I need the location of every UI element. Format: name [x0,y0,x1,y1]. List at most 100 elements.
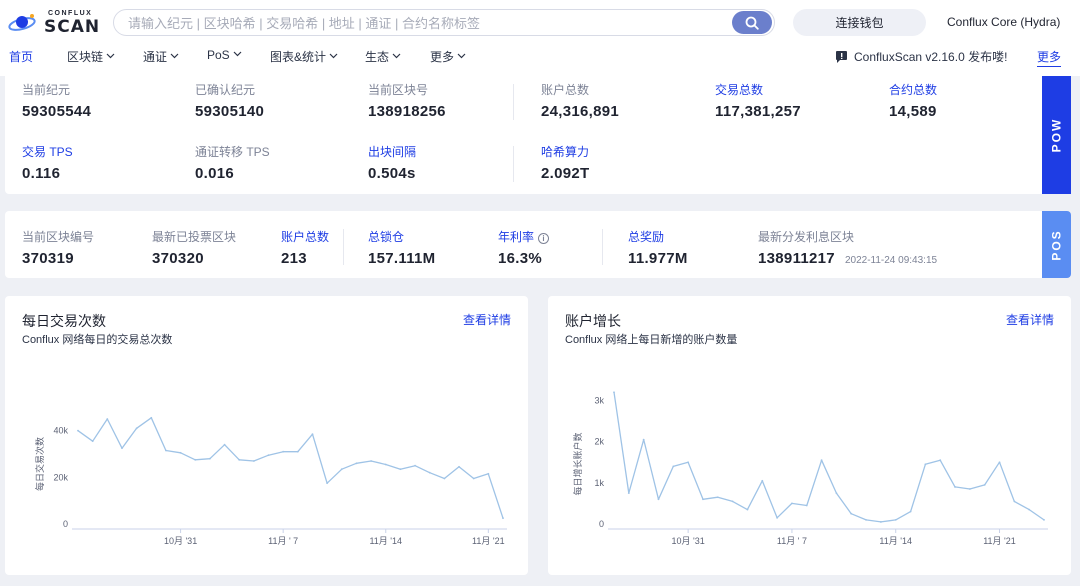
release-notice[interactable]: ConfluxScan v2.16.0 发布喽! [835,48,1007,65]
stat-token-transfer-tps: 通证转移 TPS 0.016 [195,143,270,182]
connect-wallet-button[interactable]: 连接钱包 [793,9,926,36]
divider [343,229,344,265]
logo[interactable]: CONFLUX SCAN [8,8,100,37]
series-line [613,392,1045,523]
logo-text-top: CONFLUX [48,10,93,17]
y-tick-label: 40k [53,426,68,436]
x-tick-label: 10月 '31 [672,536,705,546]
data-point [791,502,793,505]
stat-label[interactable]: 年利率 i [498,228,550,245]
stat-transaction-total[interactable]: 交易总数 117,381,257 [715,81,801,120]
stat-account-total: 账户总数 24,316,891 [541,81,619,120]
nav-item-label: 更多 [430,50,455,64]
nav-item-tokens[interactable]: 通证 [143,48,179,65]
pos-stats-card: 当前区块编号 370319 最新已投票区块 370320 账户总数 213 总锁… [5,211,1071,278]
stat-label: 账户总数 [541,83,590,97]
network-selector[interactable]: Conflux Core (Hydra) [947,15,1061,29]
pos-tab[interactable]: POS [1042,211,1071,278]
data-point [805,504,808,507]
y-tick-label: 2k [594,437,604,447]
stat-block-interval[interactable]: 出块间隔 0.504s [368,143,416,182]
data-point [311,433,314,436]
data-point [672,465,675,468]
account-growth-chart: 0 1k 2k 3k 10月 '31 11月 ' 7 11月 '14 11月 '21 每日增长账… [572,391,1048,546]
data-point [355,462,358,465]
stat-label[interactable]: 交易总数 [715,83,764,97]
data-point [428,471,431,474]
stat-value: 370320 [152,250,204,267]
data-point [998,461,1001,464]
stat-confirmed-epoch: 已确认纪元 59305140 [195,81,264,120]
data-point [165,449,167,452]
stat-pos-total-locked[interactable]: 总锁仓 157.111M [368,228,435,267]
stat-label[interactable]: 出块间隔 [368,145,417,159]
y-tick-label: 3k [594,395,604,405]
data-point [77,429,79,432]
y-tick-label: 0 [63,519,68,529]
stat-pos-total-reward[interactable]: 总奖励 11.977M [628,228,688,267]
stat-value: 213 [281,250,307,267]
stat-label[interactable]: 哈希算力 [541,145,590,159]
logo-icon [8,14,36,31]
pow-tab[interactable]: POW [1042,76,1071,194]
stat-contract-total[interactable]: 合约总数 14,589 [889,81,937,120]
nav-item-more[interactable]: 更多 [430,48,466,65]
stat-tps[interactable]: 交易 TPS 0.116 [22,143,73,182]
stat-pos-apy[interactable]: 年利率 i 16.3% [498,228,550,267]
stat-label: 最新分发利息区块 [758,230,855,244]
stat-pos-account-total[interactable]: 账户总数 213 [281,228,329,267]
nav-item-charts[interactable]: 图表&统计 [270,48,338,65]
nav-item-label: 生态 [365,50,390,64]
search-button[interactable] [732,11,772,34]
data-point [340,468,343,471]
nav-item-home[interactable]: 首页 [9,48,33,65]
divider [513,146,514,182]
info-icon[interactable]: i [538,233,550,244]
stat-label[interactable]: 交易 TPS [22,145,73,159]
daily-transactions-chart: 0 20k 40k 10月 '31 11月 ' 7 11月 '14 11月 '21 每日交易次… [34,416,507,546]
nav-item-blockchain[interactable]: 区块链 [67,48,115,65]
announcement-icon [836,51,847,63]
data-point [761,479,764,482]
x-tick-label: 11月 ' 7 [268,536,298,546]
stat-label: 已确认纪元 [195,83,256,97]
pow-tab-label: POW [1049,117,1064,153]
x-tick-label: 11月 '14 [879,536,912,546]
nav-item-label: 图表&统计 [270,50,327,64]
view-details-link[interactable]: 查看详情 [1005,313,1054,327]
nav-item-label: 区块链 [67,50,104,64]
data-point [296,450,299,453]
nav-item-ecosystem[interactable]: 生态 [365,48,401,65]
x-tick-label: 10月 '31 [164,536,197,546]
stat-hashrate[interactable]: 哈希算力 2.092T [541,143,590,182]
divider [602,229,603,265]
data-point [414,464,416,467]
release-notice-text: ConfluxScan v2.16.0 发布喽! [854,50,1008,64]
data-point [194,458,197,461]
data-point [850,512,853,515]
stat-current-block: 当前区块号 138918256 [368,81,446,120]
view-details-link[interactable]: 查看详情 [462,313,511,327]
divider [513,84,514,120]
daily-transactions-panel: 0 20k 40k 10月 '31 11月 ' 7 11月 '14 11月 '21 每日交易次… [5,296,528,575]
stat-label[interactable]: 账户总数 [281,230,330,244]
data-point [909,510,912,513]
chevron-down-icon [170,53,179,59]
stat-pos-current-block: 当前区块编号 370319 [22,228,94,267]
stat-label[interactable]: 总锁仓 [368,230,405,244]
nav-item-pos[interactable]: PoS [207,48,242,62]
x-tick-label: 11月 '14 [369,536,402,546]
stat-value: 24,316,891 [541,103,620,120]
data-point [252,460,255,462]
stat-pos-latest-interest-block: 最新分发利息区块 138911217 2022-11-24 09:43:15 [758,228,937,267]
data-point [1028,508,1031,511]
stat-current-epoch: 当前纪元 59305544 [22,81,91,120]
data-point [687,461,690,464]
data-point [939,459,942,462]
stat-label[interactable]: 总奖励 [628,230,665,244]
notice-more-link[interactable]: 更多 [1037,48,1062,67]
stat-label[interactable]: 合约总数 [889,83,938,97]
search-input[interactable] [128,14,728,32]
chevron-down-icon [392,53,401,59]
panel-title: 账户增长 [565,313,621,329]
